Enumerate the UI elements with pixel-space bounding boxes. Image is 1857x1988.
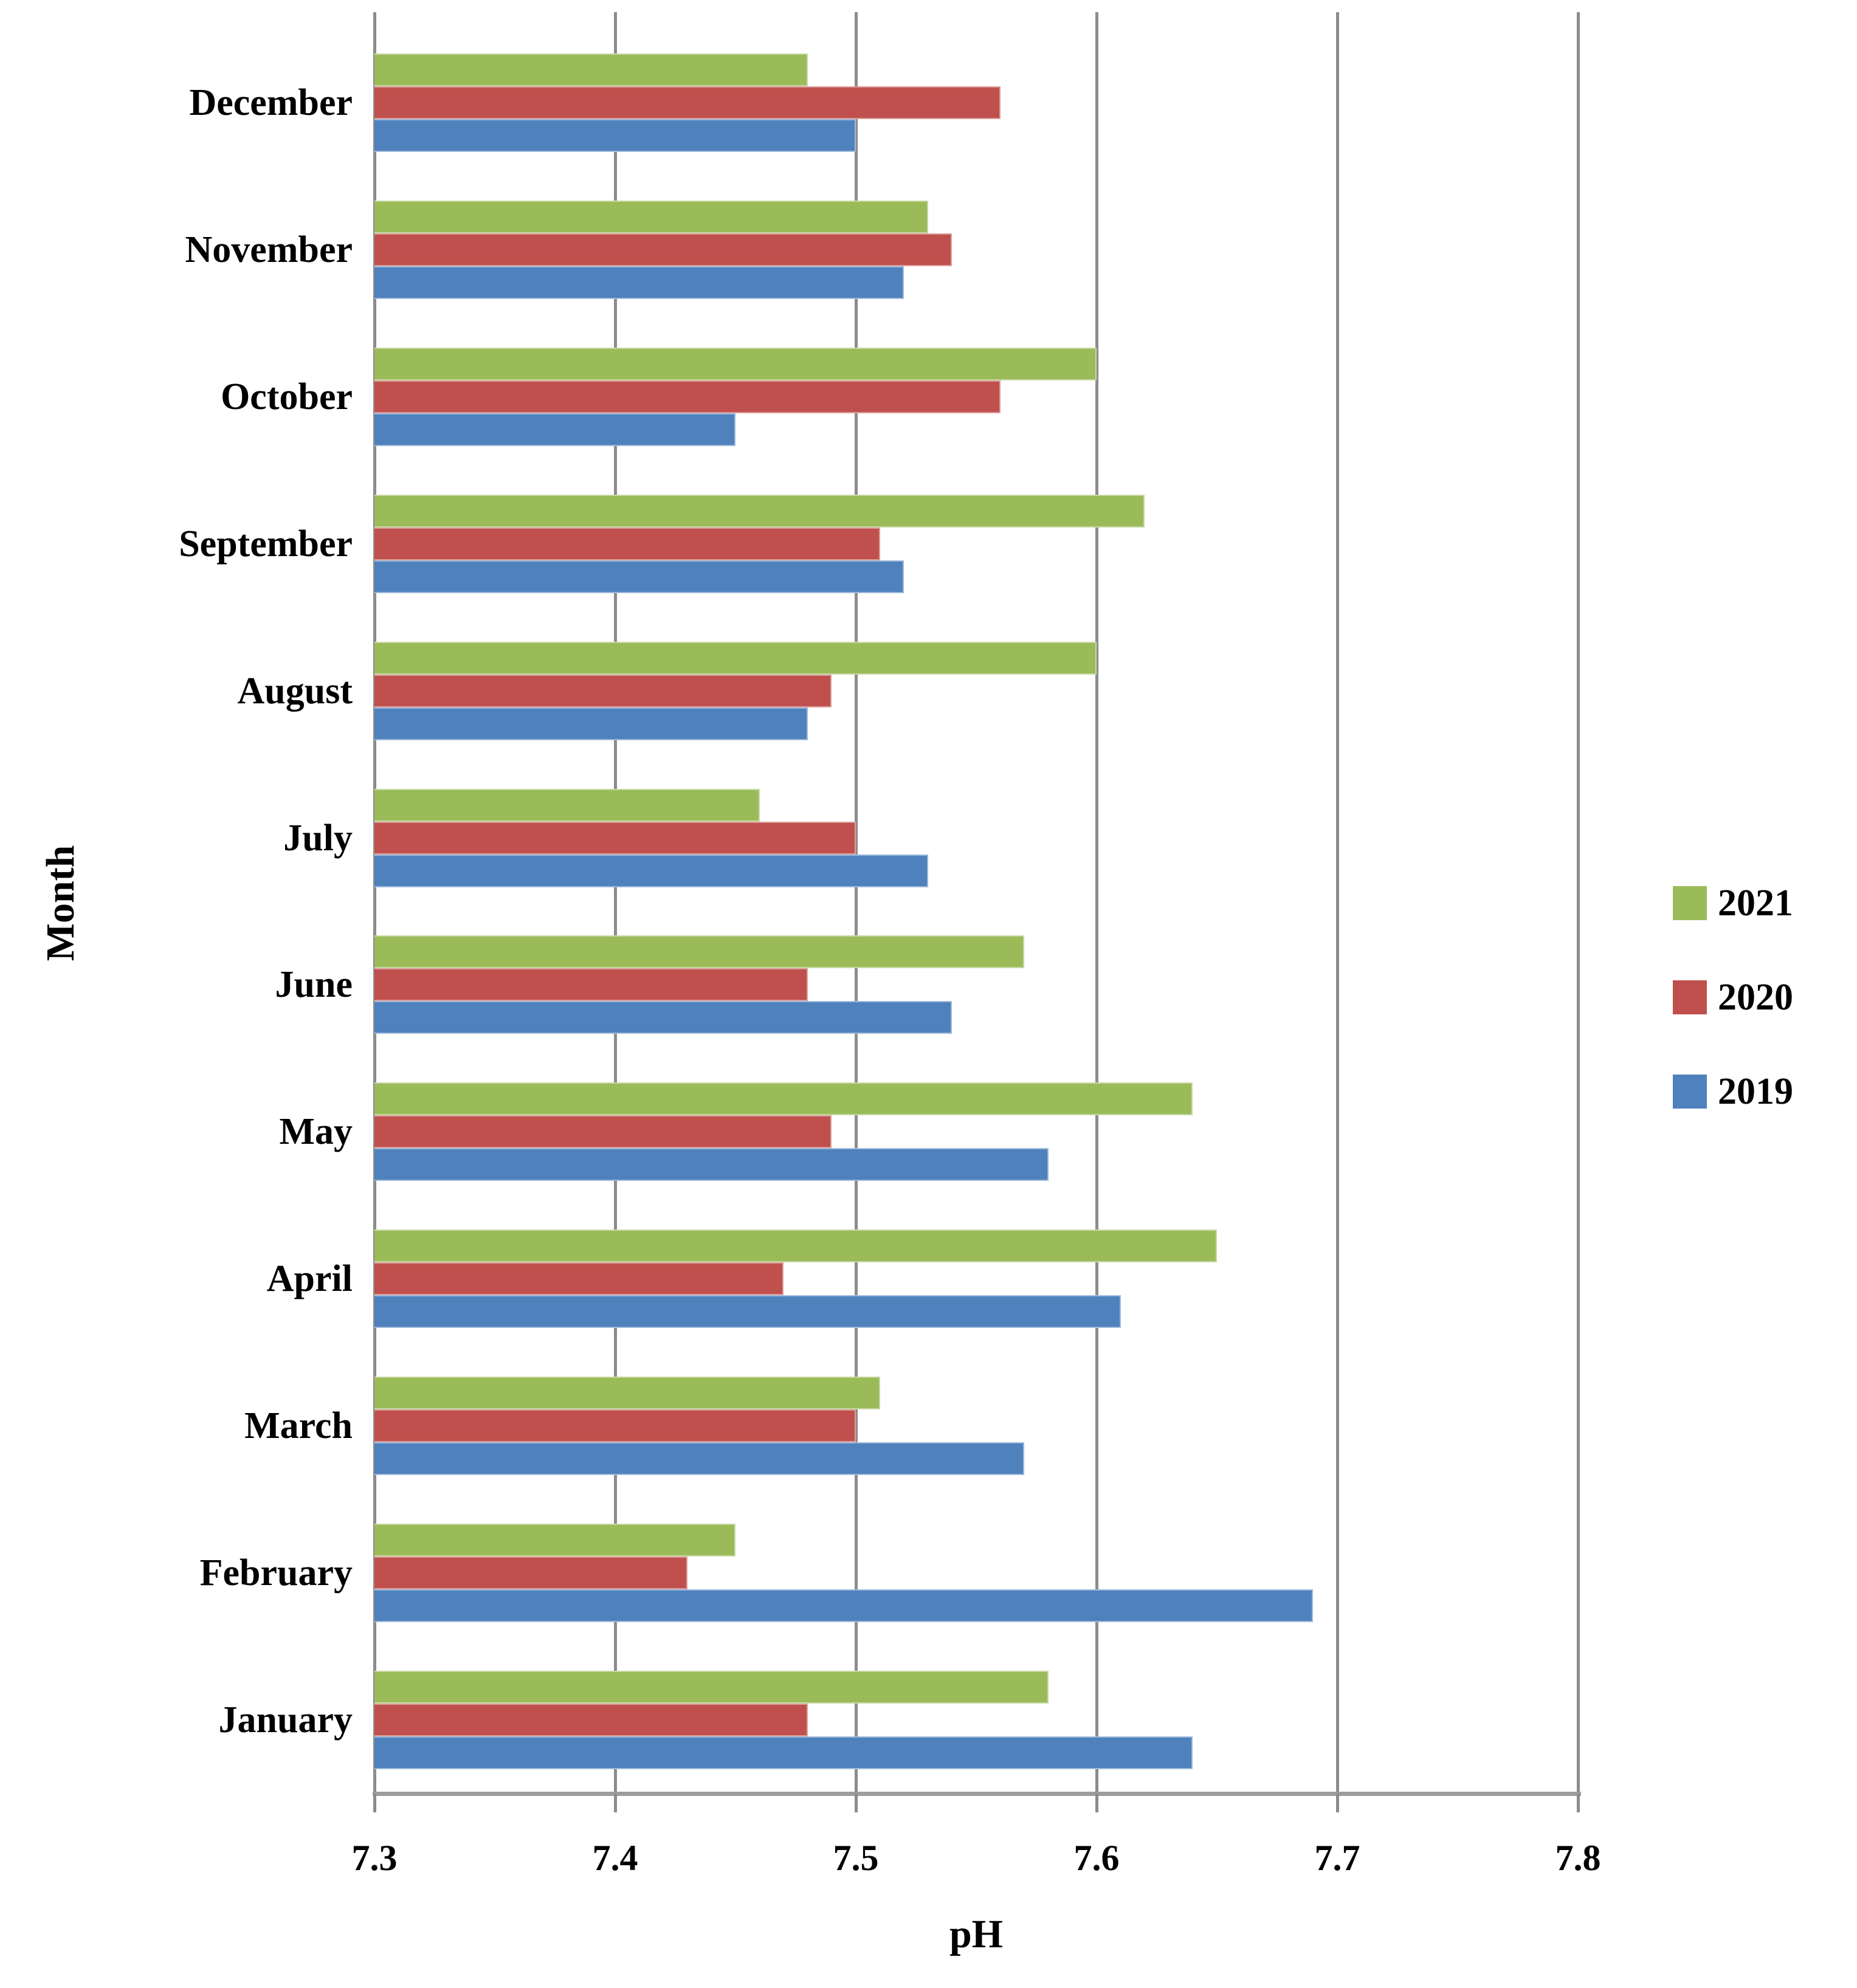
category-label-april: April (266, 1258, 353, 1300)
category-label-october: October (221, 376, 353, 418)
bar-2021-may (374, 1082, 1193, 1116)
x-tick-label-7.4: 7.4 (592, 1838, 638, 1878)
x-tick-7.6 (1095, 1794, 1098, 1812)
legend-item-2019: 2019 (1673, 1071, 1793, 1112)
bar-2021-april (374, 1230, 1217, 1263)
bar-2020-december (374, 86, 1001, 119)
bar-2021-september (374, 494, 1145, 528)
category-label-september: September (179, 523, 353, 565)
bar-2020-march (374, 1409, 856, 1443)
gridline-7.7 (1336, 12, 1339, 1794)
bar-2020-august (374, 674, 832, 707)
bar-2019-december (374, 119, 856, 152)
x-axis-line (373, 1792, 1581, 1796)
bar-2021-december (374, 53, 808, 86)
bar-2020-april (374, 1262, 784, 1296)
legend-label-2019: 2019 (1718, 1071, 1793, 1112)
gridline-7.6 (1095, 12, 1098, 1794)
x-tick-7.5 (855, 1794, 858, 1812)
bar-2021-march (374, 1377, 880, 1410)
bar-2021-june (374, 935, 1025, 969)
bar-2020-june (374, 968, 808, 1002)
bar-2019-september (374, 560, 904, 593)
bar-2020-october (374, 380, 1001, 413)
bar-2019-february (374, 1589, 1314, 1623)
bar-2021-february (374, 1524, 736, 1557)
x-tick-label-7.3: 7.3 (351, 1838, 398, 1878)
bar-2019-july (374, 854, 928, 887)
x-tick-label-7.5: 7.5 (833, 1838, 879, 1878)
bar-2019-june (374, 1001, 953, 1034)
bar-2020-may (374, 1115, 832, 1149)
bar-2019-january (374, 1736, 1193, 1770)
bar-2019-april (374, 1295, 1121, 1329)
bar-2021-november (374, 200, 928, 233)
bar-2021-july (374, 788, 760, 822)
bar-2019-may (374, 1148, 1049, 1181)
bar-2019-october (374, 413, 736, 446)
gridline-7.3 (373, 12, 376, 1794)
legend-swatch-2019 (1673, 1075, 1707, 1109)
x-tick-label-7.7: 7.7 (1314, 1838, 1360, 1878)
legend-swatch-2020 (1673, 980, 1707, 1014)
x-tick-label-7.8: 7.8 (1555, 1838, 1601, 1878)
bar-2020-november (374, 233, 953, 266)
legend-label-2021: 2021 (1718, 882, 1793, 924)
category-label-august: August (237, 670, 353, 712)
bar-2020-july (374, 821, 856, 855)
category-label-june: June (275, 964, 353, 1006)
bar-2021-august (374, 641, 1097, 675)
bar-2020-september (374, 527, 880, 560)
bar-2020-february (374, 1556, 687, 1590)
bar-2019-november (374, 266, 904, 299)
x-axis-title: pH (949, 1912, 1004, 1956)
category-label-july: July (283, 817, 353, 859)
y-axis-title: Month (38, 845, 83, 961)
x-tick-7.8 (1577, 1794, 1580, 1812)
legend-item-2021: 2021 (1673, 882, 1793, 924)
x-tick-label-7.6: 7.6 (1073, 1838, 1120, 1878)
category-label-february: February (199, 1552, 353, 1594)
bar-2021-january (374, 1671, 1049, 1704)
bar-2021-october (374, 347, 1097, 380)
legend-item-2020: 2020 (1673, 977, 1793, 1018)
legend-swatch-2021 (1673, 886, 1707, 920)
gridline-7.8 (1577, 12, 1580, 1794)
category-label-march: March (244, 1405, 353, 1447)
category-label-january: January (218, 1699, 353, 1741)
category-label-may: May (279, 1111, 353, 1153)
plot-area (373, 12, 1580, 1794)
gridline-7.5 (855, 12, 858, 1794)
x-tick-7.4 (614, 1794, 617, 1812)
x-tick-7.3 (373, 1794, 376, 1812)
category-label-november: November (185, 229, 353, 270)
bar-2019-march (374, 1442, 1025, 1476)
bar-2019-august (374, 707, 808, 740)
x-tick-7.7 (1336, 1794, 1339, 1812)
category-label-december: December (189, 81, 353, 123)
gridline-7.4 (614, 12, 617, 1794)
legend-label-2020: 2020 (1718, 977, 1793, 1018)
bar-2020-january (374, 1704, 808, 1737)
